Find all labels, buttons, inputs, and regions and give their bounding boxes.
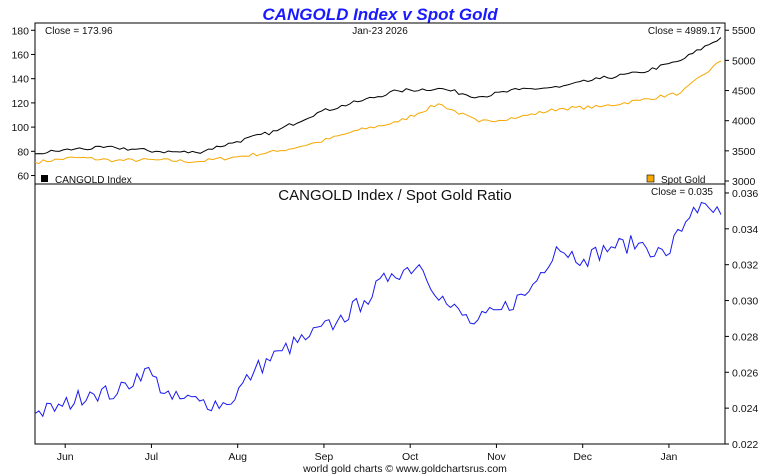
month-label: Aug — [228, 451, 247, 463]
series-lines — [34, 37, 722, 418]
month-label: Jul — [145, 451, 158, 463]
credit-text: world gold charts © www.goldchartsrus.co… — [302, 463, 507, 475]
left-tick-label: 180 — [11, 25, 29, 37]
month-label: Jun — [57, 451, 74, 463]
left-tick-label: 160 — [11, 49, 29, 61]
legend-gold: Spot Gold — [661, 175, 705, 186]
left-tick-label: 60 — [17, 171, 29, 183]
ratio-tick-label: 0.032 — [732, 260, 758, 272]
left-tick-label: 140 — [11, 74, 29, 86]
right-tick-label: 4500 — [732, 86, 756, 98]
month-label: Oct — [402, 451, 418, 463]
top-right-close: Close = 4989.17 — [648, 26, 722, 37]
right-tick-label: 5500 — [732, 25, 756, 37]
left-tick-label: 120 — [11, 98, 29, 110]
series-line-spot-gold — [34, 60, 722, 165]
legend-swatch-gold — [646, 174, 655, 183]
right-tick-label: 4000 — [732, 116, 756, 128]
series-line-cangold — [34, 37, 722, 155]
ratio-close: Close = 0.035 — [651, 187, 713, 198]
axis-ticks: 60 80 100 120 140 160 180 3000 3500 4000 4500 5000 5… — [11, 25, 758, 463]
right-tick-label: 3000 — [732, 176, 756, 188]
ratio-tick-label: 0.036 — [732, 188, 758, 200]
ratio-tick-label: 0.024 — [732, 403, 758, 415]
ratio-tick-label: 0.034 — [732, 224, 758, 236]
bottom-panel-frame — [34, 183, 726, 445]
ratio-tick-label: 0.030 — [732, 296, 758, 308]
ratio-tick-label: 0.022 — [732, 439, 758, 451]
ratio-tick-label: 0.028 — [732, 331, 758, 343]
right-tick-label: 3500 — [732, 146, 756, 158]
left-tick-label: 100 — [11, 122, 29, 134]
chart-title: CANGOLD Index v Spot Gold — [262, 5, 498, 24]
month-label: Jan — [660, 451, 677, 463]
legend-cangold: CANGOLD Index — [55, 175, 132, 186]
legend-swatch-cangold — [41, 175, 48, 182]
series-line-ratio — [34, 201, 722, 418]
top-left-close: Close = 173.96 — [45, 26, 113, 37]
month-label: Sep — [315, 451, 334, 463]
left-tick-label: 80 — [17, 146, 29, 158]
right-tick-label: 5000 — [732, 55, 756, 67]
month-label: Nov — [487, 451, 506, 463]
top-date-label: Jan-23 2026 — [352, 26, 408, 37]
ratio-title: CANGOLD Index / Spot Gold Ratio — [278, 187, 511, 204]
ratio-tick-label: 0.026 — [732, 367, 758, 379]
month-label: Dec — [573, 451, 592, 463]
